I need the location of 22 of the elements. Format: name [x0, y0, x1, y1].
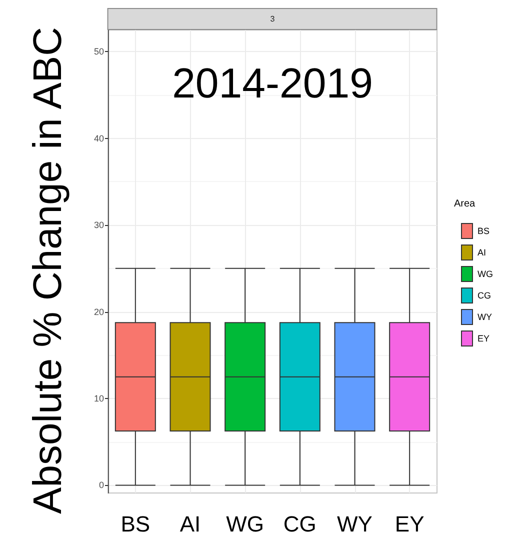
y-tick-label: 10 [94, 393, 104, 404]
x-tick-label: WG [226, 512, 264, 536]
y-tick-label: 50 [94, 46, 104, 57]
chart-title: 3 [270, 14, 276, 24]
x-tick-label: CG [283, 512, 316, 536]
legend-label: CG [478, 290, 491, 300]
legend-label: WY [478, 312, 492, 322]
x-tick-label: EY [394, 512, 425, 536]
x-tick-label: WY [337, 512, 373, 536]
annotation: 2014-2019 [172, 60, 373, 106]
x-tick-label: BS [120, 512, 150, 536]
y-tick-label: 40 [94, 133, 104, 144]
y-axis-title: Absolute % Change in ABC [26, 27, 70, 514]
y-tick-label: 20 [94, 306, 104, 317]
x-tick-label: AI [180, 512, 201, 536]
legend-label: WG [478, 269, 493, 279]
legend-label: BS [478, 226, 490, 236]
legend-label: AI [478, 248, 486, 258]
legend-label: EY [478, 334, 490, 344]
legend-title: Area [454, 198, 476, 210]
y-tick-label: 30 [94, 220, 104, 230]
y-tick-label: 0 [98, 480, 104, 490]
